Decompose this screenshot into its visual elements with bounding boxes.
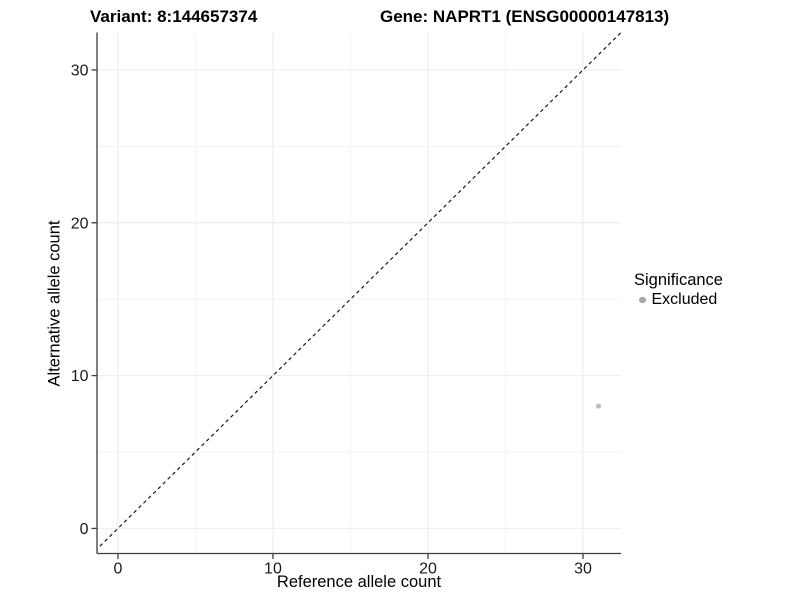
legend-item-label: Excluded [651, 291, 718, 308]
legend-item-excluded: Excluded [634, 291, 723, 309]
y-tick-label: 20 [71, 215, 89, 232]
data-point-excluded [596, 403, 602, 409]
legend: Significance Excluded [634, 271, 723, 309]
x-tick-label: 20 [419, 561, 437, 578]
identity-line [97, 32, 621, 550]
plot-title: Variant: 8:144657374 Gene: NAPRT1 (ENSG0… [0, 7, 800, 29]
x-axis-label: Reference allele count [276, 573, 442, 591]
x-tick-label: 10 [264, 561, 282, 578]
x-tick-label: 0 [113, 561, 122, 578]
x-tick-label: 30 [574, 561, 592, 578]
y-tick-label: 10 [71, 368, 89, 385]
plot-title-variant: Variant: 8:144657374 [90, 7, 258, 26]
y-axis-label: Alternative allele count [45, 220, 64, 387]
plot-title-gene: Gene: NAPRT1 (ENSG00000147813) [380, 7, 670, 26]
y-tick-label: 0 [80, 521, 89, 538]
legend-title: Significance [634, 271, 723, 289]
y-tick-label: 30 [71, 63, 89, 80]
dot-icon [639, 296, 646, 304]
